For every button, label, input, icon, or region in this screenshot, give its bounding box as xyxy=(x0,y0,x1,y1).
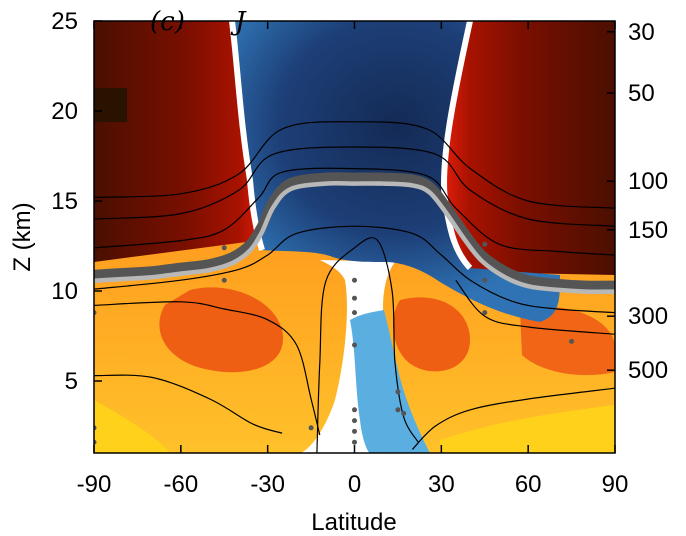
tropical-cold-edge-white-right xyxy=(441,21,473,271)
station-marker-11 xyxy=(352,428,357,434)
y-axis-title: Z (km) xyxy=(9,202,36,271)
contour-line-1 xyxy=(94,146,615,227)
contour-line-6 xyxy=(316,237,419,453)
station-marker-9 xyxy=(352,407,357,413)
station-marker-19 xyxy=(482,310,488,316)
x-tick-label-5: 60 xyxy=(515,471,542,498)
contour-line-5 xyxy=(94,374,283,434)
stratosphere-warm-left xyxy=(94,21,265,262)
station-marker-7 xyxy=(352,310,357,316)
chart-title-fragment: J xyxy=(230,7,247,37)
x-tick-label-1: -60 xyxy=(163,471,198,498)
contour-lines xyxy=(94,121,615,453)
tropopause-light-line xyxy=(94,180,615,294)
contour-line-3 xyxy=(94,225,615,314)
station-marker-17 xyxy=(482,241,488,247)
x-tick-label-6: 90 xyxy=(602,471,629,498)
station-marker-1 xyxy=(221,277,227,283)
contour-line-2 xyxy=(94,167,615,256)
y-axis-left: 5 10 15 20 25 xyxy=(51,8,102,395)
x-axis-title: Latitude xyxy=(311,509,396,536)
contour-line-8 xyxy=(411,387,615,450)
station-marker-13 xyxy=(308,425,314,431)
y-tick-label-2: 15 xyxy=(51,188,78,215)
right-tick-label-5: 500 xyxy=(628,357,668,384)
y-tick-label-0: 5 xyxy=(65,368,78,395)
station-marker-10 xyxy=(352,418,357,424)
troposphere-warm-patch-right xyxy=(393,297,470,372)
station-marker-6 xyxy=(352,295,357,301)
station-marker-18 xyxy=(482,277,488,283)
troposphere-pale-right xyxy=(440,405,615,453)
stratosphere-darkest-patch xyxy=(94,88,127,122)
tropical-cold-region xyxy=(232,21,560,322)
tropopause-dark-line xyxy=(94,172,615,291)
troposphere-warm-patch-left xyxy=(159,287,284,373)
station-marker-15 xyxy=(395,407,401,413)
station-marker-8 xyxy=(352,342,357,348)
contour-line-4 xyxy=(94,301,321,436)
contour-line-0 xyxy=(94,121,615,209)
troposphere-pale-left xyxy=(94,400,170,453)
x-tick-label-2: -30 xyxy=(250,471,285,498)
tropopause-lines xyxy=(94,172,615,294)
station-marker-20 xyxy=(569,338,575,344)
y-tick-label-4: 25 xyxy=(51,8,78,35)
y-axis-right: 30 50 100 150 300 500 xyxy=(607,19,668,384)
chart-title: (c) xyxy=(150,7,185,37)
right-tick-label-4: 300 xyxy=(628,303,668,330)
station-marker-14 xyxy=(395,389,401,395)
station-marker-16 xyxy=(401,410,407,416)
right-tick-label-3: 150 xyxy=(628,217,668,244)
right-tick-label-0: 30 xyxy=(628,19,655,46)
troposphere-warm-patch-far-right xyxy=(520,306,615,376)
x-tick-label-0: -90 xyxy=(77,471,112,498)
right-tick-label-1: 50 xyxy=(628,80,655,107)
station-marker-0 xyxy=(221,245,227,251)
x-axis: -90 -60 -30 0 30 60 90 xyxy=(77,21,629,498)
x-tick-label-4: 30 xyxy=(428,471,455,498)
stratosphere-warm-right xyxy=(444,21,615,275)
x-tick-label-3: 0 xyxy=(348,471,361,498)
y-tick-label-1: 10 xyxy=(51,278,78,305)
plot-area xyxy=(94,21,615,453)
equatorial-column-blue xyxy=(350,310,430,453)
right-tick-label-2: 100 xyxy=(628,168,668,195)
station-marker-12 xyxy=(352,439,357,445)
contour-line-7 xyxy=(455,279,615,335)
y-tick-label-3: 20 xyxy=(51,98,78,125)
station-marker-5 xyxy=(352,277,357,283)
